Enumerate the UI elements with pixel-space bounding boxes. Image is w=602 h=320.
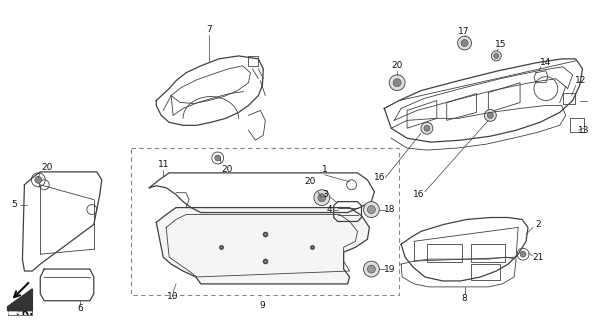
Circle shape: [485, 109, 496, 121]
Text: 14: 14: [540, 58, 551, 67]
Bar: [131, 148, 399, 295]
Circle shape: [367, 206, 376, 213]
Circle shape: [491, 51, 501, 61]
Circle shape: [393, 79, 401, 87]
Circle shape: [389, 75, 405, 91]
Bar: [427, 244, 462, 262]
Text: 10: 10: [167, 292, 179, 301]
Circle shape: [35, 176, 42, 183]
Text: 3: 3: [322, 190, 327, 199]
Circle shape: [458, 36, 471, 50]
Text: 17: 17: [458, 27, 470, 36]
Circle shape: [364, 261, 379, 277]
Text: 21: 21: [532, 253, 544, 262]
Text: 16: 16: [413, 190, 425, 199]
Text: 16: 16: [374, 173, 385, 182]
Polygon shape: [8, 289, 33, 311]
Circle shape: [367, 265, 376, 273]
Text: 13: 13: [578, 126, 589, 135]
Circle shape: [488, 112, 493, 118]
Text: 9: 9: [259, 301, 265, 310]
Text: 5: 5: [11, 200, 17, 209]
Text: 4: 4: [327, 205, 332, 214]
Text: FR.: FR.: [16, 307, 34, 317]
Text: 7: 7: [206, 25, 212, 34]
Text: 18: 18: [383, 205, 395, 214]
Text: 11: 11: [158, 160, 169, 170]
Circle shape: [215, 155, 221, 161]
Text: 8: 8: [462, 294, 467, 303]
Text: 15: 15: [494, 39, 506, 49]
Bar: [569, 118, 583, 132]
Circle shape: [424, 125, 430, 131]
Text: 20: 20: [42, 164, 53, 172]
Text: 1: 1: [322, 165, 327, 174]
Bar: [471, 264, 500, 280]
Bar: [563, 92, 574, 105]
Circle shape: [314, 190, 330, 206]
Text: 20: 20: [391, 61, 403, 70]
Polygon shape: [157, 208, 370, 284]
Text: 2: 2: [535, 220, 541, 229]
Text: FR.: FR.: [8, 307, 24, 316]
Circle shape: [364, 202, 379, 218]
Text: 20: 20: [221, 165, 232, 174]
Text: 12: 12: [575, 76, 586, 85]
Text: 6: 6: [77, 304, 83, 313]
Circle shape: [461, 40, 468, 46]
Circle shape: [421, 122, 433, 134]
Circle shape: [318, 194, 326, 202]
Text: 19: 19: [383, 265, 395, 274]
Text: 20: 20: [304, 177, 315, 186]
Circle shape: [520, 251, 526, 257]
Bar: [471, 244, 505, 262]
Circle shape: [494, 53, 499, 58]
